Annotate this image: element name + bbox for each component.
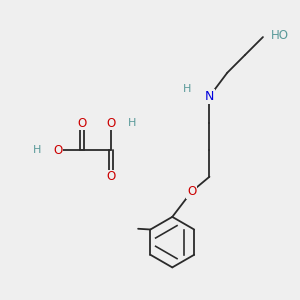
Text: O: O	[107, 170, 116, 183]
Text: O: O	[107, 117, 116, 130]
Text: O: O	[187, 185, 196, 198]
Text: H: H	[128, 118, 136, 128]
Text: HO: HO	[270, 29, 288, 42]
Text: O: O	[77, 117, 86, 130]
Text: H: H	[33, 145, 41, 155]
Text: O: O	[53, 143, 62, 157]
Text: N: N	[205, 90, 214, 103]
Text: H: H	[183, 84, 191, 94]
